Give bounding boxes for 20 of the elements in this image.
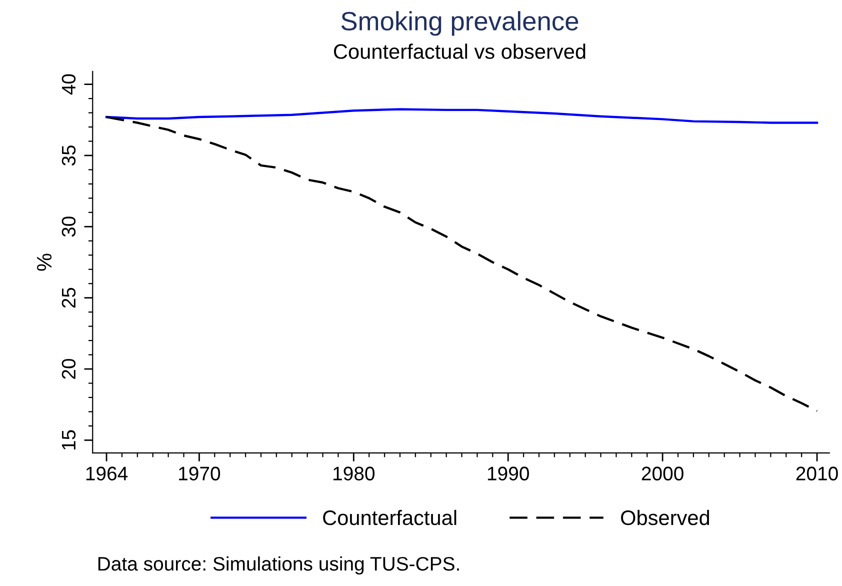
y-tick-label: 40: [62, 74, 76, 95]
x-tick-label: 2010: [796, 466, 838, 480]
legend-label: Counterfactual: [323, 510, 456, 526]
line-series: [105, 116, 818, 412]
y-tick-label: 30: [62, 216, 76, 237]
source-note: Data source: Simulations using TUS-CPS.: [98, 556, 459, 575]
y-tick-label: 15: [62, 430, 76, 450]
x-tick-label: 2000: [642, 466, 684, 480]
chart-subtitle: Counterfactual vs observed: [334, 44, 586, 59]
x-tick-label: 1970: [179, 466, 220, 480]
x-tick-label: 1980: [334, 466, 375, 480]
chart-title: Smoking prevalence: [341, 11, 578, 36]
y-axis-title: %: [36, 254, 52, 271]
line-series: [105, 108, 818, 124]
x-tick-label: 1990: [488, 466, 529, 480]
y-tick-label: 25: [62, 288, 76, 308]
y-tick-label: 20: [62, 358, 76, 379]
y-tick-label: 35: [62, 145, 76, 166]
x-tick-label: 1964: [86, 466, 128, 480]
legend-label: Observed: [621, 510, 710, 526]
